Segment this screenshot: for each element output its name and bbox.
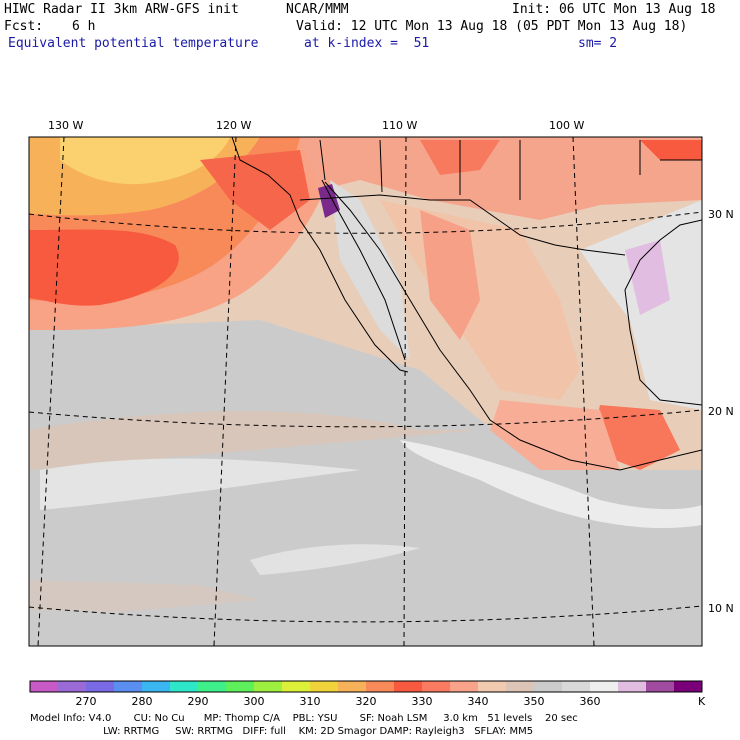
field-light-band2 <box>400 440 702 528</box>
colorbar-tick-label: 300 <box>244 695 265 708</box>
state-borders <box>319 139 702 200</box>
parallel-10n <box>28 605 703 623</box>
colorbar-swatch <box>170 681 199 692</box>
field-tan-patch <box>30 580 260 612</box>
colorbar-tick-label: 360 <box>580 695 601 708</box>
lat-label-20n: 20 N <box>708 405 734 418</box>
coast-baja-west <box>231 137 409 373</box>
field-gulf-lavender <box>625 240 670 315</box>
colorbar-swatch <box>86 681 115 692</box>
level-info: at k-index = 51 <box>304 36 430 51</box>
init-time: Init: 06 UTC Mon 13 Aug 18 <box>512 2 716 17</box>
lon-label-130w: 130 W <box>48 119 83 132</box>
field-south-mexico <box>490 400 620 470</box>
colorbar-swatch <box>506 681 535 692</box>
field-name: Equivalent potential temperature <box>8 36 259 51</box>
colorbar-swatch <box>394 681 423 692</box>
meridian-120w <box>213 136 237 647</box>
colorbar-swatch <box>198 681 227 692</box>
lat-label-10n: 10 N <box>708 602 734 615</box>
coast-baja-east <box>321 179 406 361</box>
colorbar-swatch <box>338 681 367 692</box>
colorbar-swatch <box>422 681 451 692</box>
colorbar-tick-label: 350 <box>524 695 545 708</box>
model-info-line1: Model Info: V4.0 CU: No Cu MP: Thomp C/A… <box>30 713 578 724</box>
colorbar-swatch <box>450 681 479 692</box>
temperature-field <box>29 137 702 646</box>
field-light-band3 <box>250 544 420 575</box>
colorbar-tick-label: 320 <box>356 695 377 708</box>
parallel-30n <box>28 211 703 234</box>
map-frame <box>28 136 703 647</box>
field-yellow <box>60 137 230 185</box>
colorbar-frame <box>29 680 703 693</box>
colorbar-swatch <box>114 681 143 692</box>
coast-gulf <box>624 219 702 406</box>
title: HIWC Radar II 3km ARW-GFS init <box>4 2 239 17</box>
colorbar-swatch <box>310 681 339 692</box>
colorbar-swatch <box>226 681 255 692</box>
colorbar-tick-label: 290 <box>188 695 209 708</box>
colorbar <box>29 680 703 693</box>
field-tan-south <box>29 411 480 470</box>
field-land-north <box>300 137 702 220</box>
lon-label-120w: 120 W <box>216 119 251 132</box>
meridian-100w <box>572 136 595 647</box>
organization: NCAR/MMM <box>286 2 349 17</box>
colorbar-swatch <box>58 681 87 692</box>
colorbar-tick-label: 340 <box>468 695 489 708</box>
colorbar-tick-label: 270 <box>76 695 97 708</box>
colorbar-swatch <box>254 681 283 692</box>
colorbar-ticks: 270 280 290 300 310 320 330 340 350 360 <box>76 695 601 708</box>
parallel-20n <box>28 409 703 428</box>
colorbar-swatch <box>534 681 563 692</box>
colorbar-swatch <box>30 681 59 692</box>
coast-mexico-pacific <box>324 181 702 471</box>
border-us-mexico <box>299 194 626 256</box>
colorbar-swatch <box>646 681 675 692</box>
colorbar-swatch <box>562 681 591 692</box>
field-red-swirl <box>29 229 179 306</box>
field-red-coast <box>200 150 310 230</box>
field-light-band1 <box>40 458 360 510</box>
coastlines <box>231 137 702 471</box>
colorbar-swatch <box>618 681 647 692</box>
lon-label-100w: 100 W <box>549 119 584 132</box>
colorbar-swatch <box>478 681 507 692</box>
colorbar-tick-label: 280 <box>132 695 153 708</box>
colorbar-swatch <box>674 681 703 692</box>
field-red-patch2 <box>640 140 702 160</box>
graticule <box>28 136 703 647</box>
smoothing-info: sm= 2 <box>578 36 618 51</box>
forecast-hour: 6 h <box>72 19 96 34</box>
model-info-line2: LW: RRTMG SW: RRTMG DIFF: full KM: 2D Sm… <box>30 726 534 737</box>
field-sierra <box>420 210 480 340</box>
colorbar-swatch <box>366 681 395 692</box>
valid-time: Valid: 12 UTC Mon 13 Aug 18 (05 PDT Mon … <box>296 19 688 34</box>
meridian-130w <box>37 136 65 647</box>
colorbar-swatch <box>590 681 619 692</box>
colorbar-tick-label: 310 <box>300 695 321 708</box>
colorbar-unit: K <box>698 695 706 708</box>
lon-label-110w: 110 W <box>382 119 417 132</box>
colorbar-swatch <box>142 681 171 692</box>
forecast-label: Fcst: <box>4 19 44 34</box>
lat-label-30n: 30 N <box>708 208 734 221</box>
colorbar-swatch <box>282 681 311 692</box>
colorbar-tick-label: 330 <box>412 695 433 708</box>
meridian-110w <box>403 136 407 647</box>
